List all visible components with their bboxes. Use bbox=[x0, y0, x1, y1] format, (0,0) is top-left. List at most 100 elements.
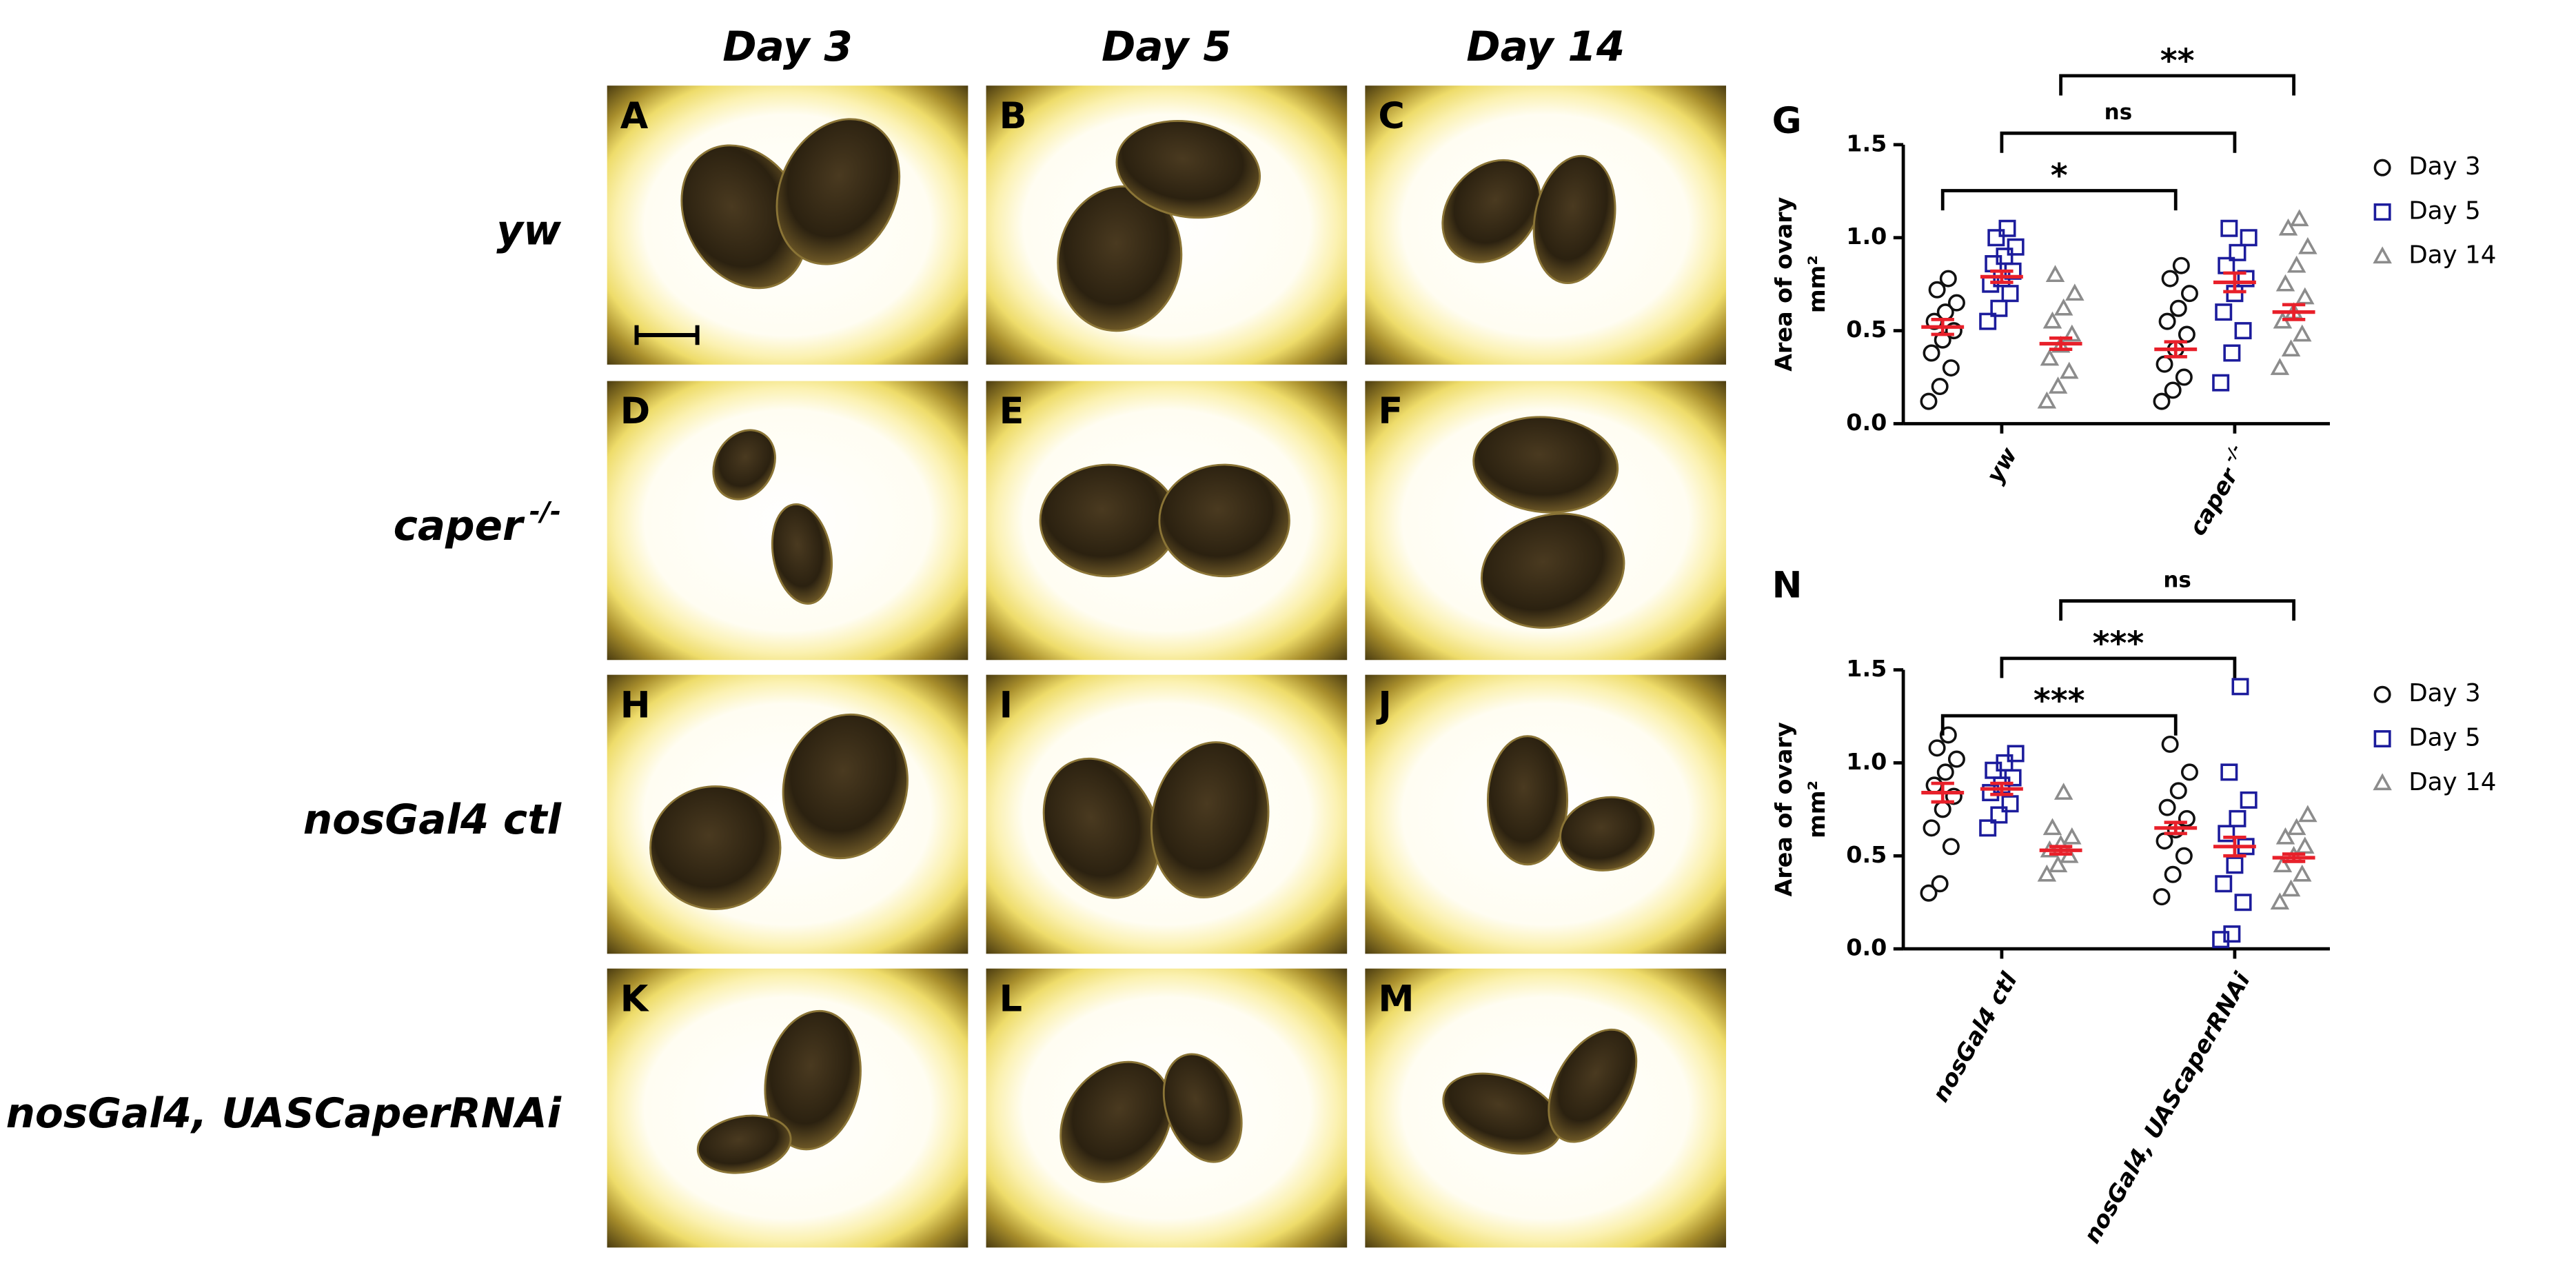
significance-bracket bbox=[2000, 131, 2237, 153]
ovary bbox=[696, 1114, 792, 1174]
data-point bbox=[2042, 818, 2062, 836]
panel-letter: I bbox=[1000, 684, 1013, 726]
ovary bbox=[775, 118, 901, 265]
y-tick-label: 1.5 bbox=[1846, 655, 1887, 682]
data-point bbox=[2215, 303, 2233, 321]
row-label: nosGal4 ctl bbox=[303, 796, 562, 844]
data-point bbox=[2278, 218, 2298, 236]
column-header: Day 5 bbox=[1102, 23, 1232, 71]
x-tick-label: nosGal4 ctl bbox=[1927, 967, 2022, 1106]
ovary bbox=[1162, 1053, 1243, 1163]
data-point bbox=[2007, 745, 2025, 763]
data-point bbox=[1923, 819, 1940, 837]
data-point bbox=[2289, 209, 2309, 227]
data-point bbox=[2178, 325, 2195, 343]
data-point bbox=[1942, 838, 1960, 856]
data-point bbox=[2153, 392, 2171, 410]
panel-letter: D bbox=[620, 390, 650, 432]
row-label-main: nosGal4 ctl bbox=[303, 796, 562, 844]
data-point bbox=[2065, 283, 2085, 301]
legend-marker bbox=[2373, 685, 2391, 703]
significance-label: ** bbox=[2160, 42, 2195, 80]
panel-letter: N bbox=[1772, 565, 1803, 607]
data-point bbox=[1990, 299, 2008, 317]
panel-letter: K bbox=[620, 978, 650, 1020]
panel-letter: L bbox=[1000, 978, 1022, 1020]
data-point bbox=[2281, 339, 2301, 356]
panel-letter: M bbox=[1378, 978, 1414, 1020]
significance-label: ns bbox=[2105, 100, 2132, 125]
data-point bbox=[2220, 763, 2238, 781]
data-point bbox=[2161, 735, 2179, 753]
row-label-main: caper bbox=[394, 503, 525, 550]
data-point bbox=[1928, 739, 1946, 757]
x-tick-label-main: yw bbox=[1980, 443, 2022, 487]
data-point bbox=[2229, 243, 2247, 261]
significance-bracket bbox=[2059, 599, 2295, 621]
row-label: caper -/- bbox=[394, 496, 561, 550]
data-point bbox=[2175, 368, 2193, 386]
data-point bbox=[2215, 875, 2233, 893]
x-tick-label-main: nosGal4, UAScaperRNAi bbox=[2078, 967, 2255, 1247]
ovary bbox=[712, 429, 776, 501]
data-point bbox=[2275, 274, 2295, 292]
data-point bbox=[1996, 248, 2014, 265]
data-point bbox=[2156, 355, 2173, 373]
data-point bbox=[1920, 884, 1938, 902]
data-point bbox=[2062, 827, 2082, 845]
data-point bbox=[1947, 750, 1965, 768]
row-label-sup: -/- bbox=[529, 496, 561, 527]
data-point bbox=[1990, 806, 2008, 824]
micrograph bbox=[986, 85, 1348, 365]
data-point bbox=[1947, 294, 1965, 312]
data-point bbox=[1925, 776, 1943, 794]
significance-bracket bbox=[1940, 189, 2178, 211]
micrograph bbox=[1365, 674, 1727, 954]
data-point bbox=[2223, 925, 2241, 943]
micrograph bbox=[607, 968, 968, 1248]
data-point bbox=[1939, 270, 1957, 288]
data-point bbox=[2048, 855, 2068, 873]
legend-label: Day 14 bbox=[2408, 768, 2496, 796]
data-point bbox=[2180, 763, 2198, 781]
significance-bracket bbox=[2000, 656, 2237, 678]
significance-label: *** bbox=[2093, 625, 2144, 663]
y-axis-label: mm² bbox=[1803, 781, 1830, 838]
ovary bbox=[1548, 1028, 1638, 1143]
micrograph bbox=[607, 674, 968, 954]
data-point bbox=[1982, 275, 2000, 293]
data-point bbox=[2240, 791, 2258, 809]
data-point bbox=[2007, 238, 2025, 256]
data-point bbox=[2286, 255, 2306, 273]
significance-bracket bbox=[1940, 714, 2178, 736]
micrograph bbox=[607, 381, 968, 661]
y-tick-label: 1.5 bbox=[1846, 130, 1887, 157]
data-point bbox=[2001, 795, 2019, 813]
panel-letter: B bbox=[1000, 95, 1027, 137]
significance-label: * bbox=[2051, 157, 2068, 194]
micrograph bbox=[986, 674, 1348, 954]
ovary bbox=[649, 785, 782, 911]
legend-label: Day 14 bbox=[2408, 241, 2496, 270]
column-header: Day 14 bbox=[1466, 23, 1625, 71]
data-point bbox=[2240, 229, 2258, 247]
data-point bbox=[2292, 324, 2312, 342]
data-point bbox=[2178, 809, 2195, 827]
panel-letter: F bbox=[1378, 390, 1403, 432]
row-label: nosGal4, UASCaperRNAi bbox=[6, 1090, 562, 1138]
micrograph bbox=[607, 85, 968, 365]
x-tick-label-main: caper bbox=[2183, 462, 2244, 540]
data-point bbox=[2292, 864, 2312, 882]
micrograph bbox=[1365, 381, 1727, 661]
row-label-main: nosGal4, UASCaperRNAi bbox=[6, 1090, 562, 1138]
data-point bbox=[2158, 798, 2176, 816]
panel-letter: J bbox=[1376, 684, 1391, 726]
legend-marker bbox=[2373, 730, 2391, 748]
data-point bbox=[2172, 256, 2190, 274]
micrograph bbox=[1365, 968, 1727, 1248]
x-tick-label: caper-/- bbox=[2181, 441, 2255, 540]
data-point bbox=[1945, 787, 1963, 805]
data-point bbox=[1998, 219, 2016, 237]
y-tick-label: 0.0 bbox=[1846, 934, 1887, 961]
data-point bbox=[2048, 376, 2068, 394]
